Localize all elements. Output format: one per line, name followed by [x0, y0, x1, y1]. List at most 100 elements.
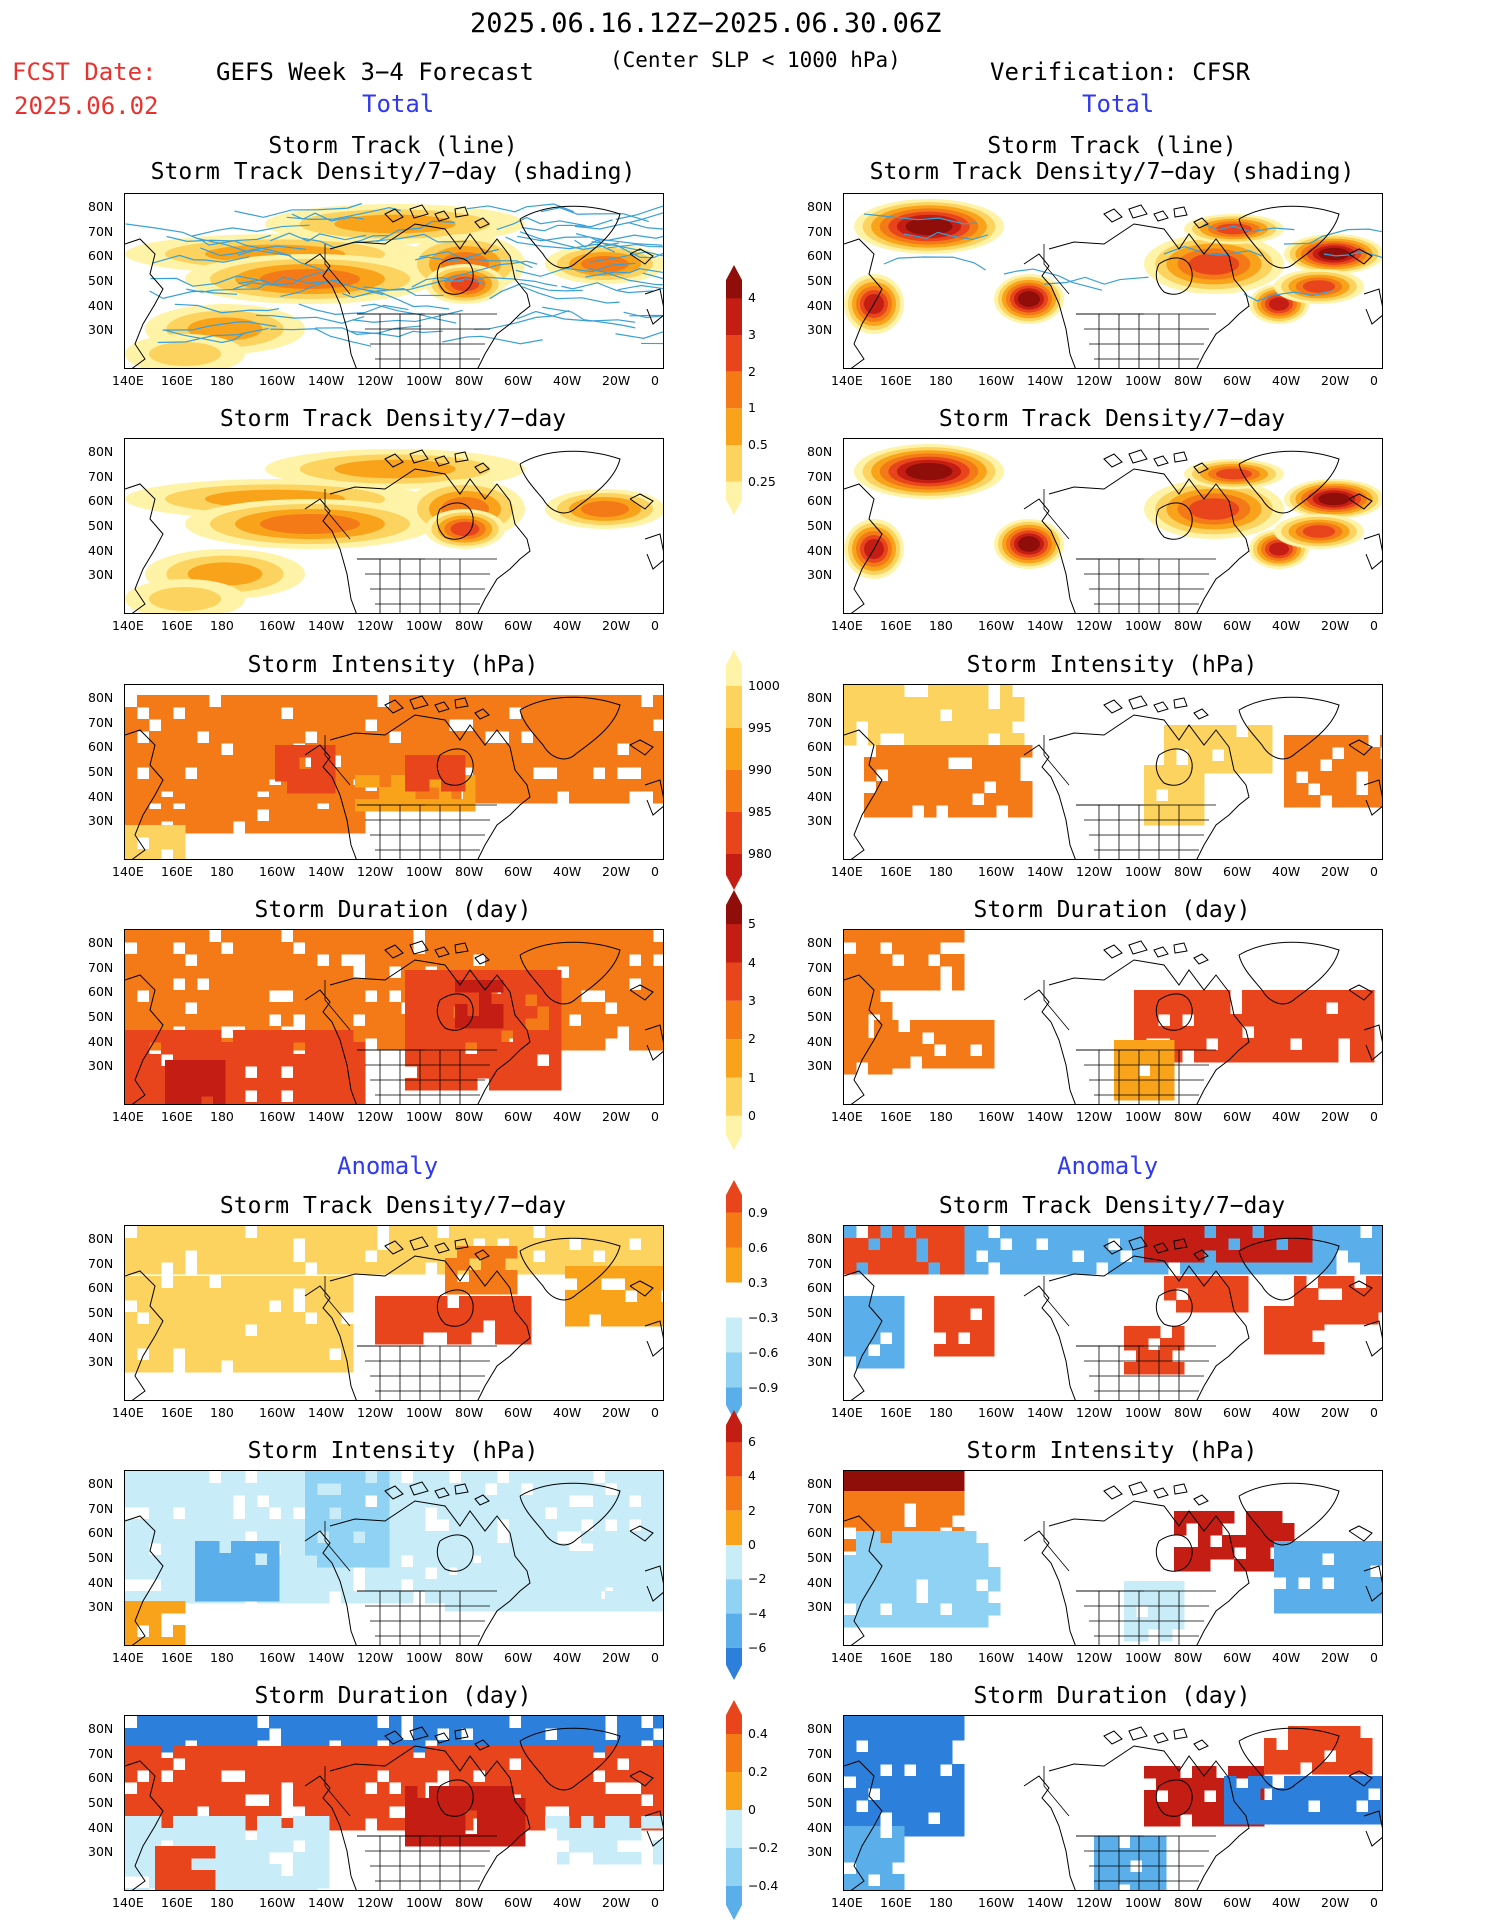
lon-tick: 180 [210, 864, 234, 879]
lat-tick: 60N [88, 1770, 114, 1786]
lon-tick: 60W [504, 1650, 533, 1665]
colorbar-label: 0 [748, 1802, 756, 1817]
lon-tick: 160W [978, 373, 1015, 388]
lon-tick: 160E [880, 864, 912, 879]
lat-tick: 70N [807, 223, 833, 239]
lon-tick: 60W [1223, 1650, 1252, 1665]
lat-tick: 80N [88, 444, 114, 460]
lon-tick: 80W [1174, 1109, 1203, 1124]
lon-tick: 100W [406, 864, 443, 879]
lat-tick: 50N [88, 764, 114, 779]
lon-tick: 20W [1321, 1109, 1350, 1124]
lon-tick: 140W [308, 1405, 345, 1420]
lat-tick: 30N [88, 322, 114, 338]
lon-tick: 160E [161, 1650, 193, 1665]
lon-tick: 40W [1272, 618, 1301, 633]
colorbar-label: 2 [748, 1031, 756, 1047]
lon-tick: 0 [1370, 618, 1378, 633]
lon-tick: 180 [210, 373, 234, 388]
lon-tick: 120W [357, 373, 394, 388]
lat-tick: 60N [88, 1525, 114, 1541]
lat-tick: 30N [88, 1058, 114, 1074]
lon-tick: 140W [308, 1109, 345, 1124]
map-density-left [124, 438, 664, 614]
lon-tick: 160E [880, 618, 912, 633]
map-anom-density-right [843, 1225, 1383, 1401]
lon-tick: 40W [553, 1405, 582, 1420]
colorbar-label: −0.6 [748, 1344, 779, 1360]
colorbar-label: 0.25 [748, 473, 776, 489]
lon-tick: 60W [504, 1895, 533, 1910]
lat-tick: 70N [807, 1745, 833, 1761]
lon-tick: 0 [1370, 864, 1378, 879]
colorbar-label: 4 [748, 954, 756, 970]
lon-tick: 40W [1272, 1895, 1301, 1910]
lat-tick: 70N [807, 959, 833, 975]
lat-tick: 70N [88, 1500, 114, 1516]
lat-tick: 70N [88, 714, 114, 730]
lat-tick: 40N [88, 1033, 114, 1049]
lat-tick: 70N [88, 1255, 114, 1271]
lat-tick: 70N [807, 1255, 833, 1271]
lon-tick: 20W [1321, 1650, 1350, 1665]
colorbar-label: 0.3 [748, 1274, 768, 1290]
lat-tick: 50N [88, 1550, 114, 1565]
lat-tick: 80N [88, 1721, 114, 1737]
colorbar-label: −6 [748, 1639, 767, 1655]
lat-tick: 30N [807, 1058, 833, 1074]
map-duration-right [843, 929, 1383, 1105]
lon-tick: 100W [406, 1895, 443, 1910]
lon-tick: 180 [210, 1895, 234, 1910]
lon-tick: 140E [112, 1650, 144, 1665]
lon-tick: 140E [112, 1405, 144, 1420]
lat-tick: 60N [807, 1280, 833, 1296]
colorbar-label: 1 [748, 400, 756, 416]
lon-tick: 160E [161, 1405, 193, 1420]
lon-tick: 0 [1370, 1405, 1378, 1420]
lat-tick: 50N [807, 518, 833, 533]
lon-tick: 140W [1027, 1405, 1064, 1420]
lat-tick: 40N [807, 1329, 833, 1345]
lon-tick: 20W [1321, 1895, 1350, 1910]
lon-tick: 80W [455, 1109, 484, 1124]
lon-tick: 60W [504, 373, 533, 388]
lat-tick: 50N [88, 1795, 114, 1810]
lon-tick: 140E [112, 373, 144, 388]
lon-tick: 40W [553, 1109, 582, 1124]
colorbar-label: 980 [748, 846, 772, 861]
colorbar-label: −0.4 [748, 1878, 779, 1893]
colorbar-label: 985 [748, 804, 772, 819]
lon-tick: 20W [602, 1109, 631, 1124]
lat-tick: 80N [807, 1721, 833, 1737]
lon-tick: 140W [1027, 1650, 1064, 1665]
panel-title-track-line-right: Storm Track (line) [987, 133, 1237, 159]
lon-tick: 0 [651, 1405, 659, 1420]
lon-tick: 160W [978, 1109, 1015, 1124]
lon-tick: 40W [553, 373, 582, 388]
lon-tick: 140W [1027, 1895, 1064, 1910]
lon-tick: 180 [929, 1895, 953, 1910]
lon-tick: 60W [504, 1405, 533, 1420]
colorbar-label: 990 [748, 762, 772, 777]
lat-tick: 50N [88, 273, 114, 288]
colorbar-label: 0.9 [748, 1204, 768, 1220]
lon-tick: 140E [831, 1650, 863, 1665]
lon-tick: 140W [308, 618, 345, 633]
total-right-label: Total [1082, 90, 1155, 118]
map-anom-duration-right [843, 1715, 1383, 1891]
lat-tick: 30N [807, 1844, 833, 1860]
lon-tick: 80W [455, 1895, 484, 1910]
lon-tick: 160E [161, 373, 193, 388]
lat-tick: 80N [88, 690, 114, 706]
lon-tick: 80W [455, 1650, 484, 1665]
lat-tick: 70N [88, 468, 114, 484]
lat-tick: 40N [88, 1574, 114, 1590]
lon-tick: 180 [929, 1650, 953, 1665]
lon-tick: 120W [357, 1109, 394, 1124]
lon-tick: 140E [831, 1109, 863, 1124]
lon-tick: 160E [880, 1650, 912, 1665]
lon-tick: 180 [210, 1405, 234, 1420]
lon-tick: 0 [1370, 373, 1378, 388]
colorbar-label: 0.6 [748, 1239, 768, 1255]
lon-tick: 160W [259, 1405, 296, 1420]
